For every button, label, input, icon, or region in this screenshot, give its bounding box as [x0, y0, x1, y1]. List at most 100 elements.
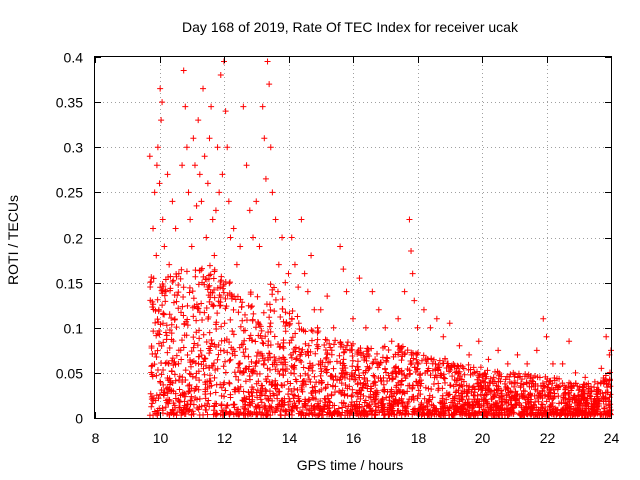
- data-point: [408, 349, 415, 356]
- data-point: [497, 387, 504, 394]
- data-point: [520, 387, 527, 394]
- data-point: [211, 286, 218, 293]
- data-point: [504, 360, 511, 367]
- data-point: [276, 355, 283, 362]
- data-point: [279, 402, 286, 409]
- data-point: [183, 406, 190, 413]
- data-point: [151, 408, 158, 415]
- data-point: [372, 382, 379, 389]
- data-point: [235, 377, 242, 384]
- data-point: [203, 362, 210, 369]
- data-point: [184, 351, 191, 358]
- data-point: [246, 376, 253, 383]
- data-point: [246, 396, 253, 403]
- data-point: [323, 337, 330, 344]
- data-point: [502, 398, 509, 405]
- data-point: [349, 357, 356, 364]
- data-point: [344, 342, 351, 349]
- data-point: [331, 389, 338, 396]
- data-point: [302, 381, 309, 388]
- data-point: [198, 352, 205, 359]
- data-point: [188, 243, 195, 250]
- data-point: [414, 324, 421, 331]
- data-point: [453, 377, 460, 384]
- data-point: [393, 384, 400, 391]
- data-point: [308, 337, 315, 344]
- data-point: [365, 365, 372, 372]
- data-point: [181, 332, 188, 339]
- data-point: [226, 411, 233, 418]
- data-point: [437, 370, 444, 377]
- data-point: [380, 381, 387, 388]
- data-point: [326, 340, 333, 347]
- data-point: [338, 399, 345, 406]
- data-point: [371, 373, 378, 380]
- data-point: [322, 355, 329, 362]
- data-point: [179, 378, 186, 385]
- data-point: [254, 349, 261, 356]
- data-point: [566, 389, 573, 396]
- data-point: [222, 108, 229, 115]
- x-tick-label: 24: [604, 430, 620, 446]
- data-point: [506, 373, 513, 380]
- data-point: [154, 144, 161, 151]
- data-point: [418, 399, 425, 406]
- data-point: [305, 352, 312, 359]
- data-point: [334, 377, 341, 384]
- data-point: [253, 411, 260, 418]
- data-point: [592, 410, 599, 417]
- data-point: [600, 405, 607, 412]
- data-point: [222, 358, 229, 365]
- data-point: [448, 399, 455, 406]
- data-point: [189, 408, 196, 415]
- data-point: [595, 406, 602, 413]
- data-point: [383, 394, 390, 401]
- data-point: [337, 339, 344, 346]
- data-point: [171, 371, 178, 378]
- data-point: [349, 386, 356, 393]
- data-point: [166, 261, 173, 268]
- data-point: [379, 407, 386, 414]
- data-point: [237, 323, 244, 330]
- data-point: [153, 162, 160, 169]
- data-point: [279, 296, 286, 303]
- data-point: [192, 374, 199, 381]
- data-point: [517, 411, 524, 418]
- data-point: [411, 405, 418, 412]
- data-point: [347, 401, 354, 408]
- data-point: [233, 261, 240, 268]
- data-point: [482, 375, 489, 382]
- data-point: [226, 279, 233, 286]
- data-point: [531, 373, 538, 380]
- data-point: [203, 305, 210, 312]
- data-point: [207, 289, 214, 296]
- data-point: [480, 402, 487, 409]
- data-point: [162, 286, 169, 293]
- data-point: [568, 383, 575, 390]
- data-point: [165, 274, 172, 281]
- data-point: [432, 405, 439, 412]
- data-point: [253, 352, 260, 359]
- data-point: [241, 337, 248, 344]
- data-point: [398, 395, 405, 402]
- data-point: [154, 296, 161, 303]
- data-point: [231, 404, 238, 411]
- data-point: [416, 372, 423, 379]
- data-point: [315, 402, 322, 409]
- data-point: [235, 410, 242, 417]
- data-point: [220, 289, 227, 296]
- data-point: [265, 395, 272, 402]
- data-point: [187, 216, 194, 223]
- data-point: [561, 390, 568, 397]
- data-point: [355, 366, 362, 373]
- data-point: [175, 360, 182, 367]
- data-point: [474, 380, 481, 387]
- data-point: [485, 356, 492, 363]
- data-point: [259, 339, 266, 346]
- data-point: [346, 383, 353, 390]
- data-point: [470, 392, 477, 399]
- data-point: [183, 144, 190, 151]
- data-point: [277, 313, 284, 320]
- data-point: [206, 364, 213, 371]
- data-point: [268, 382, 275, 389]
